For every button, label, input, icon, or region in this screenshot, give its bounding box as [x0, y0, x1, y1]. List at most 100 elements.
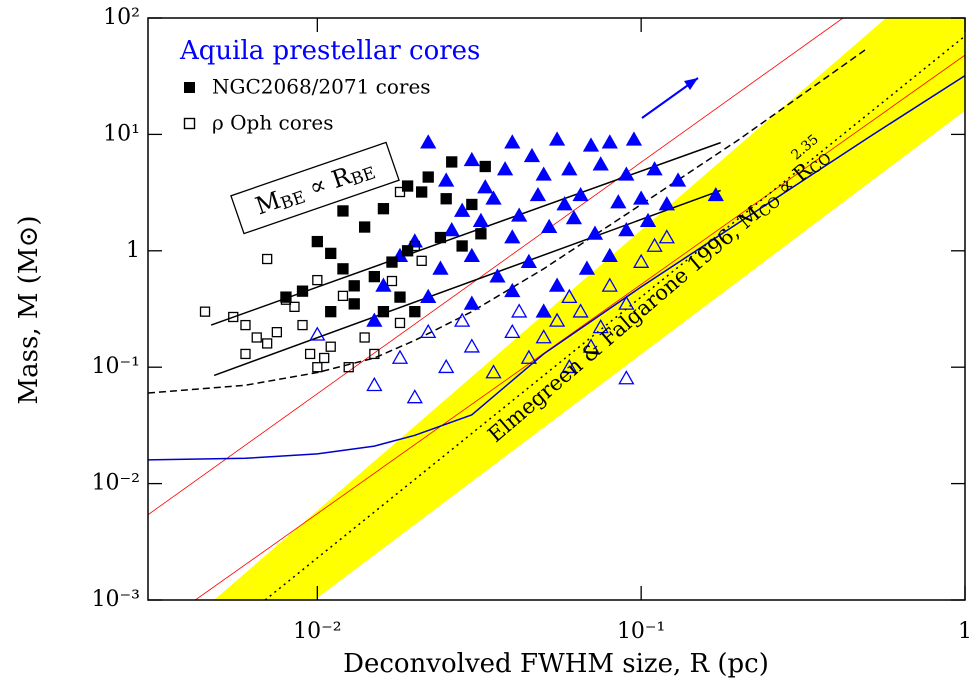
y-axis-label: Mass, M (M⊙) — [14, 216, 44, 405]
point — [280, 291, 292, 303]
point — [520, 253, 537, 268]
point — [572, 186, 589, 202]
point — [504, 229, 521, 244]
point — [463, 295, 480, 310]
point — [386, 256, 398, 268]
point — [541, 218, 558, 233]
point — [319, 352, 330, 364]
point — [561, 161, 578, 176]
point — [592, 156, 609, 171]
point — [368, 270, 381, 283]
point — [582, 338, 600, 353]
point — [199, 306, 211, 317]
point — [240, 348, 251, 360]
point — [228, 311, 239, 323]
point — [572, 303, 589, 318]
point — [463, 247, 480, 263]
point — [438, 172, 455, 187]
point — [489, 268, 506, 283]
point — [406, 233, 423, 248]
point — [548, 312, 566, 327]
point — [454, 312, 471, 327]
point — [618, 221, 635, 237]
point — [618, 295, 635, 310]
point — [625, 131, 643, 146]
x-tick-label: 10⁻² — [293, 619, 341, 644]
point — [504, 134, 521, 149]
point — [477, 179, 494, 194]
point — [523, 147, 541, 163]
legend-title: Aquila prestellar cores — [179, 36, 480, 66]
point — [475, 228, 487, 240]
point — [454, 202, 471, 217]
be-box — [230, 141, 400, 235]
point — [601, 134, 618, 149]
point — [618, 166, 635, 181]
point — [529, 186, 547, 202]
point — [296, 285, 309, 297]
point — [416, 255, 427, 266]
point — [366, 376, 383, 392]
point — [280, 294, 292, 305]
point — [520, 349, 537, 364]
point — [337, 290, 349, 302]
point — [311, 235, 323, 248]
point — [485, 190, 502, 205]
y-tick-label: 10² — [103, 5, 140, 30]
point — [578, 260, 596, 275]
annotation: Elmegreen & Falgarone 1996, MCO ∝ RCO2.3… — [475, 131, 837, 448]
point — [337, 263, 349, 275]
point — [406, 389, 423, 404]
legend-marker — [183, 117, 196, 130]
legend-label: ρ Oph cores — [212, 111, 333, 135]
point — [369, 348, 380, 360]
point — [561, 288, 578, 304]
point — [325, 247, 337, 260]
x-tick-label: 10⁻¹ — [617, 619, 665, 644]
point — [262, 338, 273, 349]
y-tick-label: 10⁻³ — [92, 587, 140, 612]
point — [485, 364, 502, 379]
point — [658, 229, 675, 244]
point — [669, 172, 687, 187]
point — [343, 362, 354, 373]
point — [420, 288, 437, 304]
point — [504, 282, 521, 298]
point — [646, 237, 663, 252]
point — [309, 326, 326, 341]
point — [466, 198, 478, 211]
point — [271, 327, 283, 338]
point — [511, 303, 528, 318]
plot-frame — [147, 17, 966, 601]
y-tick-label: 10¹ — [103, 121, 140, 146]
point — [420, 134, 437, 149]
point — [416, 186, 428, 198]
point — [592, 319, 609, 334]
plot-front — [199, 131, 724, 404]
point — [366, 312, 383, 327]
point — [601, 277, 618, 292]
point — [325, 341, 336, 352]
point — [420, 323, 437, 339]
point — [289, 301, 300, 312]
point — [443, 221, 460, 237]
point — [394, 186, 406, 198]
point — [472, 212, 490, 227]
point — [348, 298, 360, 310]
point — [479, 160, 491, 173]
point — [422, 171, 434, 183]
point — [535, 166, 552, 181]
point — [456, 240, 468, 252]
point — [337, 205, 349, 217]
model-line — [210, 141, 721, 326]
point — [262, 253, 273, 265]
point — [535, 329, 552, 344]
point — [304, 348, 316, 360]
band — [214, 18, 965, 600]
y-tick-label: 10⁻² — [92, 471, 140, 496]
point — [438, 358, 455, 374]
point — [633, 190, 650, 205]
point — [601, 247, 618, 263]
point — [377, 306, 390, 318]
